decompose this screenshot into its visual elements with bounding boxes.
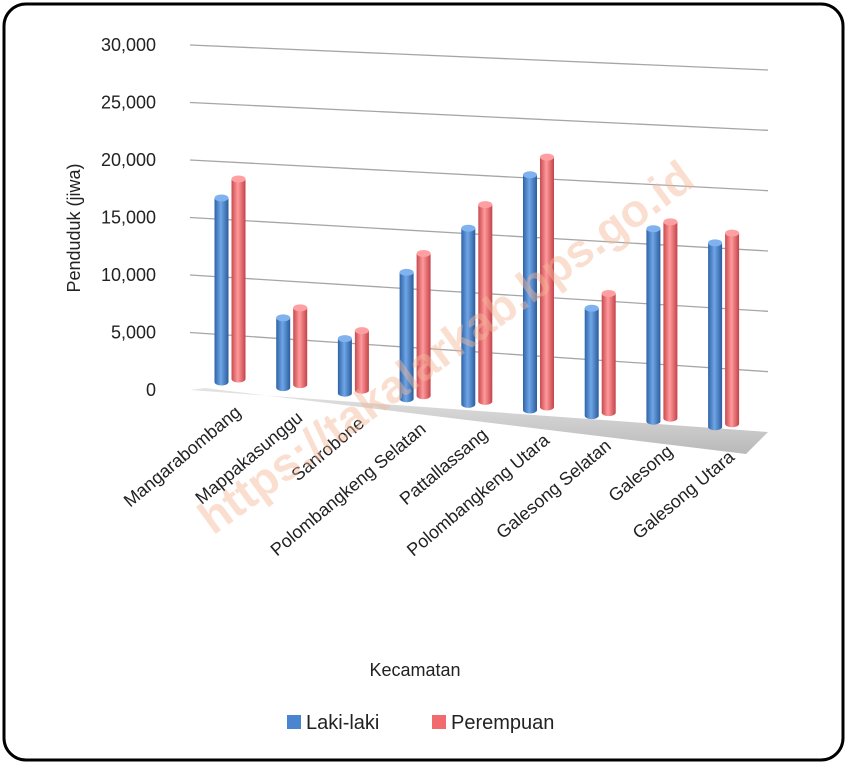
bar-cap bbox=[276, 314, 291, 322]
bar-perempuan-galesong bbox=[663, 218, 678, 422]
legend: Laki-laki Perempuan bbox=[287, 712, 554, 734]
bar-body bbox=[293, 307, 308, 389]
bar-laki-laki-galesong bbox=[646, 225, 661, 425]
bar-perempuan-galesong-utara bbox=[725, 229, 740, 428]
y-tick-label: 10,000 bbox=[101, 265, 156, 285]
bar-laki-laki-mangarabombang bbox=[214, 194, 229, 386]
bar-laki-laki-mappakasunggu bbox=[276, 314, 291, 392]
bar-perempuan-galesong-selatan bbox=[601, 290, 616, 417]
bar-cap bbox=[646, 225, 661, 233]
bar-cap bbox=[354, 327, 369, 335]
y-tick-label: 5,000 bbox=[111, 323, 156, 343]
y-tick-label: 15,000 bbox=[101, 208, 156, 228]
legend-swatch-laki-laki bbox=[287, 715, 301, 729]
bar-perempuan-polombangkeng-selatan bbox=[416, 250, 431, 400]
x-axis-title: Kecamatan bbox=[369, 660, 460, 680]
bars bbox=[214, 153, 740, 431]
gridline bbox=[189, 159, 769, 192]
gridline bbox=[189, 101, 769, 131]
bar-cap bbox=[725, 229, 740, 237]
gridline bbox=[189, 44, 769, 71]
bar-body bbox=[461, 228, 476, 408]
bar-body bbox=[540, 157, 554, 411]
bar-laki-laki-galesong-utara bbox=[708, 239, 723, 431]
y-tick-label: 30,000 bbox=[101, 35, 156, 55]
chart-floor bbox=[190, 388, 768, 454]
bar-body bbox=[708, 242, 723, 431]
bar-body bbox=[725, 233, 740, 428]
bar-body bbox=[663, 221, 678, 422]
bar-body bbox=[354, 330, 369, 394]
bar-body bbox=[416, 253, 431, 400]
legend-label-laki-laki: Laki-laki bbox=[306, 712, 379, 734]
bar-body bbox=[337, 338, 352, 397]
bar-body bbox=[276, 317, 291, 392]
bar-cap bbox=[478, 201, 493, 209]
bar-cap bbox=[584, 304, 599, 312]
bar-cap bbox=[399, 268, 414, 276]
bar-laki-laki-galesong-selatan bbox=[584, 304, 599, 420]
bar-laki-laki-polombangkeng-utara bbox=[523, 171, 537, 414]
bar-cap bbox=[461, 224, 476, 232]
bar-laki-laki-polombangkeng-selatan bbox=[399, 268, 414, 403]
bar-body bbox=[601, 293, 616, 417]
bar-body bbox=[584, 308, 599, 420]
bar-body bbox=[214, 198, 229, 386]
bar-cap bbox=[231, 175, 246, 183]
bar-cap bbox=[540, 153, 554, 161]
bar-cap bbox=[416, 250, 431, 258]
y-tick-label: 0 bbox=[146, 380, 156, 400]
bar-body bbox=[523, 174, 537, 414]
y-tick-label: 25,000 bbox=[101, 93, 156, 113]
bar-cap bbox=[523, 171, 537, 179]
bar-laki-laki-pattallassang bbox=[461, 224, 476, 408]
bar-body bbox=[646, 228, 661, 425]
bar-perempuan-polombangkeng-utara bbox=[540, 153, 554, 411]
bar-perempuan-mappakasunggu bbox=[293, 304, 308, 389]
y-axis-title: Penduduk (jiwa) bbox=[64, 163, 84, 292]
y-axis-tick-labels: 0 5,000 10,000 15,000 20,000 25,000 30,000 bbox=[101, 35, 156, 400]
bar-perempuan-sanrobone bbox=[354, 327, 369, 394]
bar-body bbox=[399, 272, 414, 403]
bar-body bbox=[478, 204, 493, 405]
bar-cap bbox=[293, 304, 308, 312]
bar-body bbox=[231, 179, 246, 383]
legend-label-perempuan: Perempuan bbox=[451, 712, 554, 734]
legend-swatch-perempuan bbox=[432, 715, 446, 729]
bar-cap bbox=[601, 290, 616, 298]
bar-perempuan-mangarabombang bbox=[231, 175, 246, 383]
bar-cap bbox=[708, 239, 723, 247]
bar-cap bbox=[214, 194, 229, 202]
y-tick-label: 20,000 bbox=[101, 150, 156, 170]
floor-plane bbox=[190, 388, 768, 454]
bar-perempuan-pattallassang bbox=[478, 201, 493, 405]
bar-laki-laki-sanrobone bbox=[337, 335, 352, 397]
bar-cap bbox=[337, 335, 352, 343]
bar-cap bbox=[663, 218, 678, 226]
